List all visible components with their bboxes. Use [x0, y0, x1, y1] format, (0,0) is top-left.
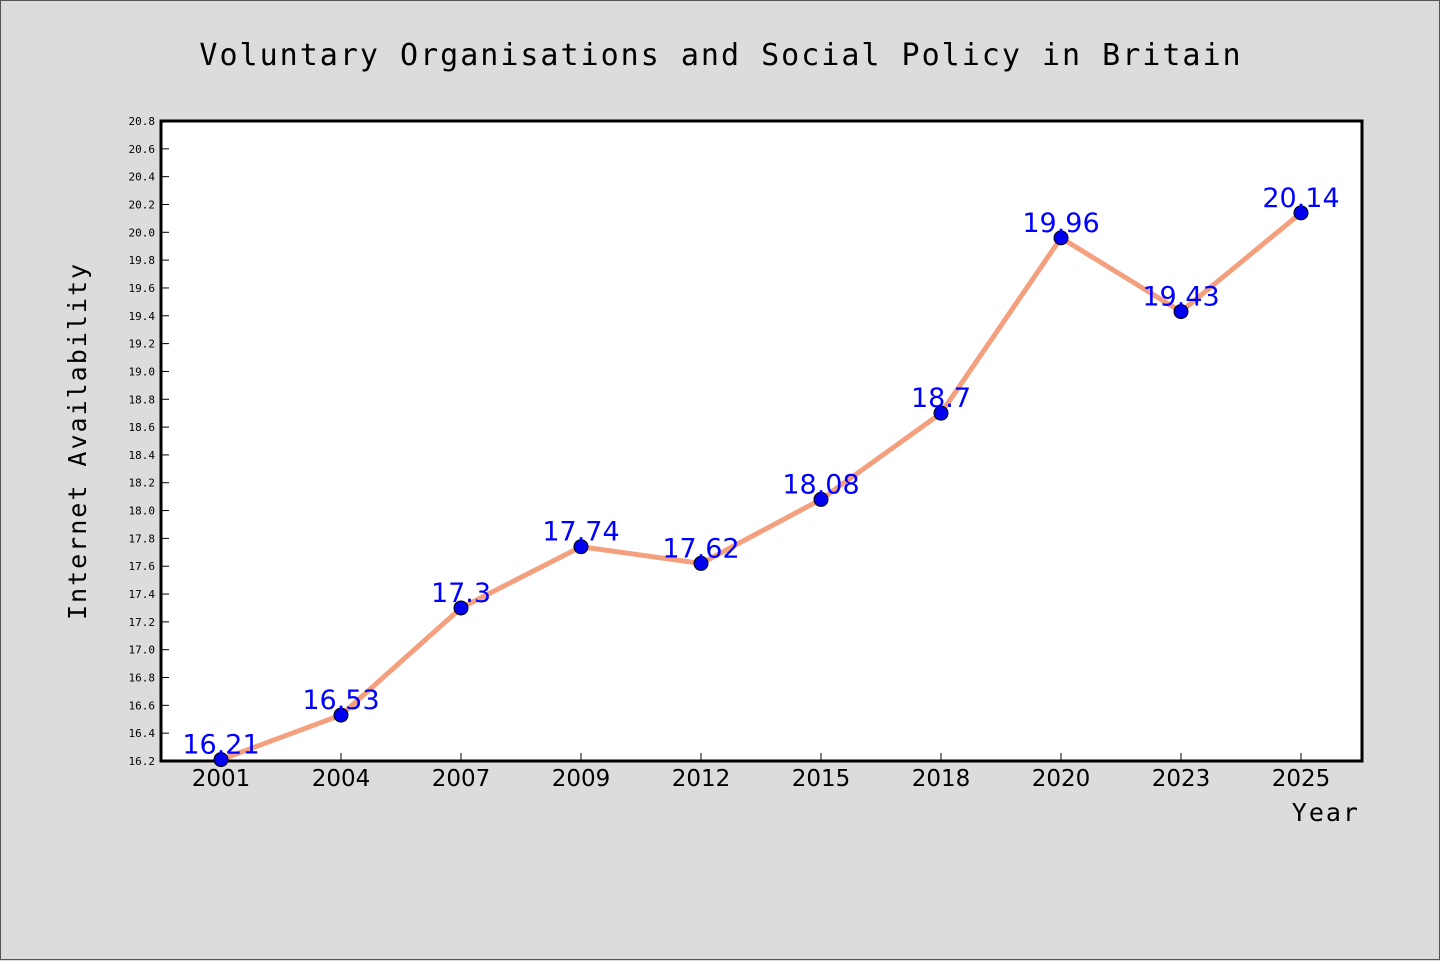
data-label: 20.14	[1262, 183, 1339, 214]
data-label: 17.74	[542, 517, 619, 548]
data-point	[1173, 304, 1189, 320]
y-tick-label: 18.0	[129, 505, 156, 518]
y-tick-label: 17.4	[129, 588, 156, 601]
y-tick-label: 20.8	[129, 115, 156, 128]
x-tick-label: 2007	[432, 766, 491, 792]
y-tick-label: 20.2	[129, 198, 156, 211]
data-point	[213, 752, 229, 768]
y-tick-label: 16.6	[129, 699, 156, 712]
y-tick-label: 18.6	[129, 421, 156, 434]
x-tick-label: 2009	[552, 766, 611, 792]
y-tick-label: 19.0	[129, 365, 156, 378]
x-tick-label: 2001	[192, 766, 251, 792]
y-tick-label: 19.8	[129, 254, 156, 267]
data-label: 16.53	[302, 685, 379, 716]
x-tick-label: 2020	[1032, 766, 1091, 792]
y-tick-label: 20.4	[129, 171, 156, 184]
y-tick-label: 18.4	[129, 449, 156, 462]
y-tick-label: 20.6	[129, 143, 156, 156]
data-point	[573, 539, 589, 555]
y-tick-label: 17.6	[129, 560, 156, 573]
x-tick-label: 2004	[312, 766, 371, 792]
x-tick-label: 2025	[1272, 766, 1331, 792]
x-tick-label: 2015	[792, 766, 851, 792]
chart-title: Voluntary Organisations and Social Polic…	[199, 38, 1242, 73]
y-tick-label: 16.2	[129, 755, 156, 768]
y-tick-label: 16.4	[129, 727, 156, 740]
y-tick-label: 17.8	[129, 532, 156, 545]
series-layer: 16.21 16.53 17.3 17.74 17.62 18.08 18.7 19.96 19…	[182, 183, 1340, 768]
x-axis-label: Year	[1292, 798, 1360, 827]
y-tick-label: 17.2	[129, 616, 156, 629]
data-label: 19.96	[1022, 208, 1099, 239]
y-tick-label: 19.6	[129, 282, 156, 295]
y-axis: 16.2 16.4 16.6 16.8 17.0 17.2 17.4 17.6 17.8 18.0…	[129, 115, 169, 768]
y-tick-label: 16.8	[129, 672, 156, 685]
x-tick-label: 2012	[672, 766, 731, 792]
data-point	[1053, 230, 1069, 246]
data-label: 17.3	[431, 578, 491, 609]
series-line	[220, 210, 1303, 762]
y-tick-label: 19.4	[129, 310, 156, 323]
data-point	[1293, 205, 1309, 221]
data-point	[333, 707, 349, 723]
data-point	[693, 555, 709, 571]
y-tick-label: 18.8	[129, 393, 156, 406]
data-label: 17.62	[662, 533, 739, 564]
y-tick-label: 17.0	[129, 644, 156, 657]
data-point	[453, 600, 469, 616]
data-label: 19.43	[1142, 282, 1219, 313]
x-axis: 2001 2004 2007 2009 2012 2015 2018 2020 2023 2025	[192, 753, 1331, 792]
data-label: 18.7	[911, 383, 971, 414]
data-label: 16.21	[182, 730, 259, 761]
x-tick-label: 2018	[912, 766, 971, 792]
y-tick-label: 20.0	[129, 226, 156, 239]
data-label: 18.08	[782, 469, 859, 500]
plot-area	[159, 119, 1364, 763]
x-tick-label: 2023	[1152, 766, 1211, 792]
y-tick-label: 18.2	[129, 477, 156, 490]
data-point	[813, 491, 829, 507]
y-axis-label: Internet Availability	[63, 262, 92, 620]
data-point	[933, 405, 949, 421]
y-tick-label: 19.2	[129, 338, 156, 351]
